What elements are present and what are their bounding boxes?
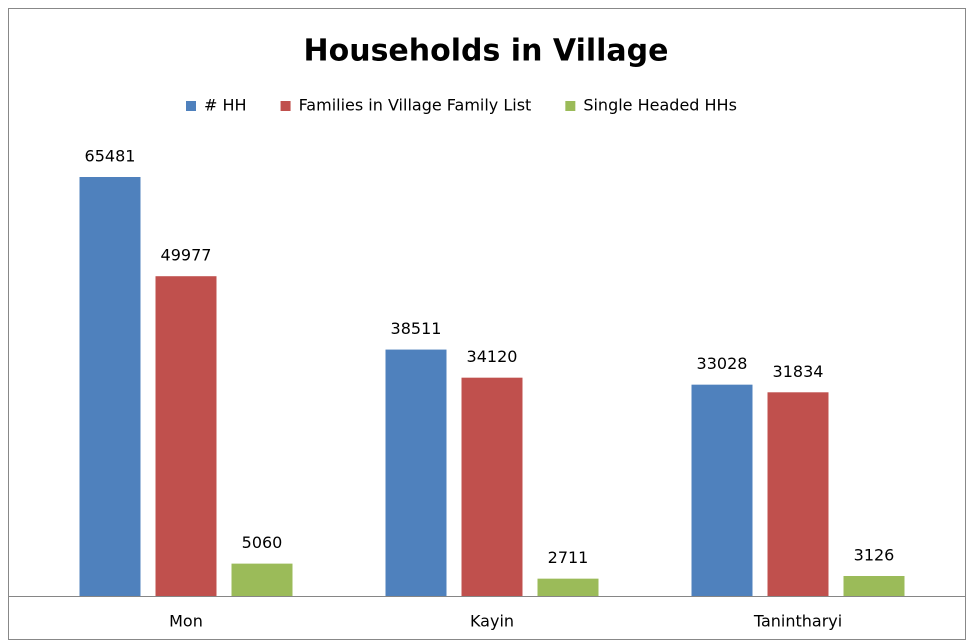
data-label: 3126 bbox=[854, 545, 895, 564]
bar bbox=[691, 384, 753, 596]
chart-title: Households in Village bbox=[304, 34, 669, 69]
legend-label: Families in Village Family List bbox=[299, 96, 532, 115]
data-label: 65481 bbox=[85, 147, 136, 166]
data-label: 38511 bbox=[391, 319, 442, 338]
bar bbox=[461, 377, 523, 596]
legend-label: # HH bbox=[204, 96, 247, 115]
data-label: 34120 bbox=[467, 347, 518, 366]
data-label: 2711 bbox=[548, 548, 589, 567]
legend-swatch bbox=[565, 101, 576, 111]
legend-label: Single Headed HHs bbox=[583, 96, 737, 115]
bar bbox=[385, 349, 447, 596]
legend-swatch bbox=[280, 101, 291, 111]
data-label: 33028 bbox=[697, 354, 748, 373]
bar bbox=[155, 276, 217, 596]
x-tick-label: Kayin bbox=[470, 612, 514, 631]
x-tick-label: Mon bbox=[169, 612, 203, 631]
bar bbox=[843, 575, 905, 596]
legend-swatch bbox=[186, 101, 196, 111]
bar bbox=[537, 578, 599, 596]
bar bbox=[79, 177, 141, 596]
data-label: 31834 bbox=[773, 362, 824, 381]
data-label: 5060 bbox=[242, 533, 283, 552]
bar bbox=[231, 563, 293, 596]
data-label: 49977 bbox=[161, 246, 212, 265]
x-tick-label: Tanintharyi bbox=[753, 612, 842, 631]
bar bbox=[767, 392, 829, 596]
